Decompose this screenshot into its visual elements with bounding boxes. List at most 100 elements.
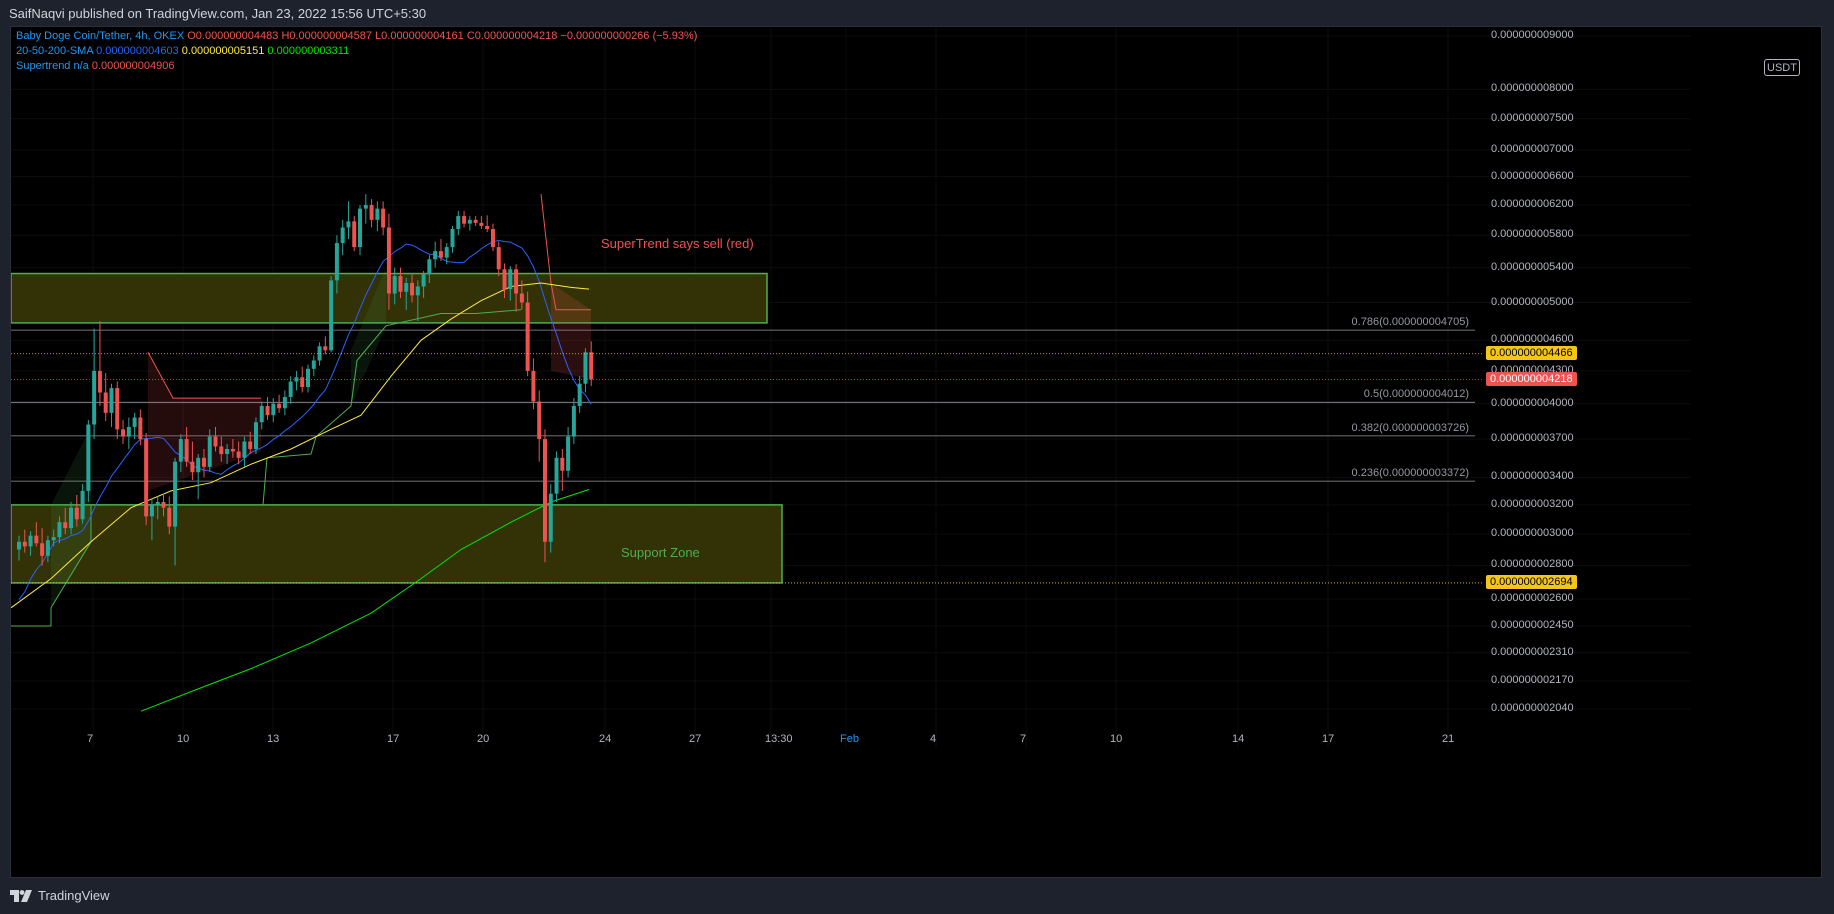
- candle-body: [115, 388, 120, 430]
- candle-body: [242, 441, 247, 458]
- ohlc-high: H0.000000004587: [281, 30, 372, 42]
- legend-sma-row: 20-50-200-SMA 0.000000004603 0.000000005…: [16, 45, 349, 57]
- candle-body: [450, 229, 455, 248]
- candle-body: [525, 302, 530, 371]
- price-lines-layer: [11, 353, 1483, 584]
- sma-label[interactable]: 20-50-200-SMA: [16, 45, 94, 57]
- candle-body: [415, 286, 420, 296]
- time-tick: Feb: [840, 733, 859, 745]
- time-tick: 13: [267, 733, 280, 745]
- candle-body: [363, 204, 368, 209]
- price-tick: 0.000000002800: [1491, 558, 1574, 571]
- fib-level-label: 0.786(0.000000004705): [1351, 316, 1469, 329]
- supertrend-line-down: [540, 194, 591, 311]
- supertrend-value-up: n/a: [73, 60, 89, 72]
- footer-bar: TradingView: [0, 878, 1834, 914]
- ohlc-change: −0.000000000266 (−5.93%): [560, 30, 698, 42]
- candle-body: [554, 457, 559, 494]
- time-tick: 4: [930, 733, 937, 745]
- sma20-value: 0.000000004603: [96, 45, 179, 57]
- candle-body: [97, 370, 102, 393]
- candle-body: [317, 346, 322, 361]
- candle-body: [190, 461, 195, 473]
- candle-body: [259, 405, 264, 423]
- candle-body: [369, 204, 374, 220]
- fib-level-label: 0.236(0.000000003372): [1351, 467, 1469, 480]
- candle-body: [398, 276, 403, 292]
- candle-body: [311, 360, 316, 369]
- time-tick: 10: [1110, 733, 1123, 745]
- price-tick: 0.000000003000: [1491, 527, 1574, 540]
- candle-body: [358, 208, 363, 248]
- price-tick: 0.000000004000: [1491, 396, 1574, 409]
- price-tick: 0.000000003700: [1491, 432, 1574, 445]
- price-tick: 0.000000006200: [1491, 197, 1574, 210]
- symbol-label[interactable]: Baby Doge Coin/Tether, 4h, OKEX: [16, 30, 185, 42]
- publish-info: SaifNaqvi published on TradingView.com, …: [9, 6, 427, 21]
- support-zone: [11, 504, 783, 584]
- candle-body: [253, 422, 258, 449]
- tradingview-logo[interactable]: TradingView: [10, 888, 110, 903]
- candle-body: [410, 282, 415, 296]
- ohlc-close: C0.000000004218: [466, 30, 558, 42]
- fib-level-label: 0.382(0.000000003726): [1351, 421, 1469, 434]
- candle-body: [144, 439, 149, 517]
- price-tick: 0.000000007000: [1491, 142, 1574, 155]
- currency-button[interactable]: USDT: [1764, 59, 1800, 76]
- sma200-value: 0.000000003311: [267, 45, 350, 57]
- candle-body: [63, 522, 68, 529]
- candle-body: [207, 436, 212, 467]
- candle-body: [17, 541, 21, 550]
- supertrend-annotation: SuperTrend says sell (red): [601, 236, 754, 251]
- candle-body: [57, 522, 62, 538]
- candle-body: [219, 446, 224, 454]
- candle-body: [109, 388, 114, 413]
- candle-body: [184, 439, 189, 462]
- support-zone-label: Support Zone: [621, 545, 700, 560]
- candle-body: [161, 502, 166, 508]
- candle-body: [502, 269, 507, 290]
- chart-frame[interactable]: Baby Doge Coin/Tether, 4h, OKEX O0.00000…: [10, 26, 1822, 878]
- candle-body: [80, 490, 85, 520]
- ohlc-open: O0.000000004483: [187, 30, 279, 42]
- candle-body: [103, 392, 108, 413]
- legend-symbol-row: Baby Doge Coin/Tether, 4h, OKEX O0.00000…: [16, 30, 697, 42]
- candle-body: [248, 441, 253, 449]
- supertrend-label[interactable]: Supertrend: [16, 60, 71, 72]
- ohlc-low: L0.000000004161: [375, 30, 464, 42]
- candle-body: [74, 507, 79, 520]
- candle-body: [86, 424, 91, 491]
- candle-body: [138, 417, 143, 440]
- candle-body: [346, 221, 351, 228]
- candle-body: [352, 221, 357, 248]
- candle-body: [537, 401, 542, 440]
- legend-supertrend-row: Supertrend n/a 0.000000004906: [16, 60, 174, 72]
- candle-body: [519, 293, 524, 303]
- candle-body: [40, 543, 45, 556]
- last-price-tag: 0.000000004218: [1486, 371, 1577, 386]
- candle-body: [438, 251, 443, 258]
- candle-body: [288, 381, 293, 397]
- candle-body: [542, 439, 547, 542]
- time-tick: 24: [599, 733, 612, 745]
- candle-body: [375, 208, 380, 220]
- supertrend-fill-down: [551, 282, 591, 380]
- candle-body: [149, 504, 154, 517]
- time-tick: 27: [689, 733, 702, 745]
- candle-body: [300, 377, 305, 387]
- candle-body: [531, 370, 536, 402]
- candle-body: [548, 493, 553, 542]
- fib-layer: [11, 329, 1475, 482]
- publish-bar: SaifNaqvi published on TradingView.com, …: [0, 0, 1834, 26]
- time-tick: 21: [1442, 733, 1455, 745]
- chart-canvas[interactable]: [11, 27, 1823, 879]
- price-tick: 0.000000005000: [1491, 295, 1574, 308]
- time-tick: 14: [1232, 733, 1245, 745]
- time-tick: 13:30: [765, 733, 793, 745]
- price-tick: 0.000000003200: [1491, 497, 1574, 510]
- candle-body: [566, 436, 571, 471]
- candle-body: [485, 225, 490, 230]
- support-price-tag: 0.000000002694: [1486, 574, 1577, 589]
- candle-body: [392, 276, 397, 294]
- candle-body: [456, 216, 461, 230]
